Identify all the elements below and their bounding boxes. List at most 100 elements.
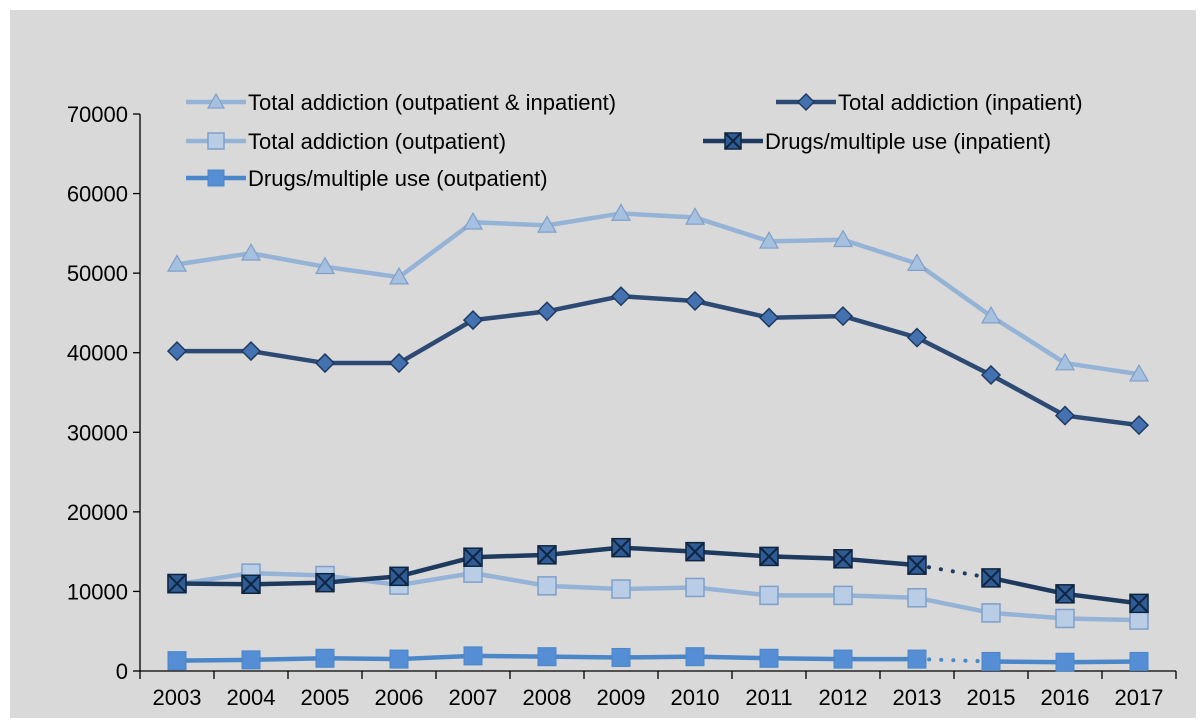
series-line-segment (915, 563, 993, 580)
data-point (907, 588, 927, 608)
series-line-segment (250, 251, 326, 269)
data-point (462, 310, 484, 331)
legend-item: Drugs/multiple use (outpatient) (186, 166, 548, 191)
data-point (832, 306, 854, 327)
data-point (685, 577, 705, 598)
x-tick-label: 2017 (1115, 685, 1164, 710)
data-point (684, 207, 706, 225)
data-point (980, 364, 1002, 386)
data-point (314, 352, 336, 374)
x-tick-label: 2012 (819, 685, 868, 710)
series-3 (167, 563, 1149, 630)
data-point (1054, 352, 1076, 371)
series-line-segment (546, 294, 622, 314)
series-layer (166, 203, 1150, 672)
series-line-segment (916, 595, 992, 616)
series-line-segment (546, 545, 622, 558)
data-point (167, 573, 187, 594)
data-point (758, 307, 780, 328)
data-point (537, 647, 557, 667)
data-point (1055, 584, 1075, 604)
series-line-segment (397, 220, 475, 279)
series-line-segment (989, 373, 1067, 418)
series-line-segment (842, 556, 918, 568)
data-point (981, 603, 1001, 623)
series-line-segment (989, 314, 1067, 365)
x-tick-label: 2009 (597, 685, 646, 710)
series-line-segment (694, 298, 770, 320)
legend-label: Drugs/multiple use (outpatient) (248, 166, 548, 191)
legend-marker (207, 169, 225, 187)
series-line-segment (398, 555, 474, 579)
axes: 0 10000 20000 30000 40000 50000 60000 70000 2003… (67, 102, 1177, 710)
legend-label: Total addiction (inpatient) (838, 90, 1083, 115)
series-line-segment (324, 656, 400, 662)
data-point (685, 647, 705, 667)
series-line-segment (176, 657, 252, 663)
data-point (611, 647, 631, 667)
data-point (463, 646, 483, 666)
chart-background (10, 10, 1196, 718)
data-point (537, 545, 557, 565)
x-tick-label: 2007 (449, 685, 498, 710)
data-point (1054, 405, 1076, 426)
series-line-segment (1064, 413, 1140, 428)
series-line-segment (472, 570, 548, 589)
series-line-segment (1064, 659, 1140, 665)
data-point (315, 648, 335, 668)
data-point (758, 231, 780, 249)
data-point (389, 649, 409, 669)
series-line-segment (324, 574, 400, 585)
series-5 (167, 646, 1149, 672)
y-tick-label: 70000 (67, 102, 128, 127)
data-point (314, 256, 336, 275)
x-tick-label: 2016 (1041, 685, 1090, 710)
legend: Total addiction (outpatient & inpatient)… (186, 90, 1083, 191)
data-point (759, 648, 779, 668)
series-line-segment (176, 251, 252, 267)
data-point (906, 253, 928, 271)
series-line-segment (915, 335, 993, 378)
series-line-segment (250, 348, 326, 366)
data-point (907, 555, 927, 575)
data-point (1128, 363, 1150, 382)
series-line-segment (398, 570, 474, 588)
series-line-segment (768, 554, 844, 562)
data-point (611, 537, 631, 558)
series-line-segment (842, 237, 918, 266)
x-tick-label: 2005 (301, 685, 350, 710)
data-point (241, 650, 261, 670)
series-line-segment (694, 215, 770, 244)
data-point (759, 585, 779, 606)
legend-marker (207, 132, 225, 150)
data-point (833, 549, 853, 569)
y-tick-label: 60000 (67, 182, 128, 207)
data-point (463, 547, 483, 567)
x-tick-label: 2003 (153, 685, 202, 710)
series-line-segment (1064, 591, 1140, 606)
legend-item: Total addiction (inpatient) (776, 90, 1083, 115)
series-line-segment (990, 659, 1066, 665)
data-point (833, 649, 853, 669)
data-point (980, 305, 1002, 324)
x-tick-label: 2008 (523, 685, 572, 710)
data-point (1129, 593, 1149, 614)
data-point (166, 254, 188, 272)
data-point (1129, 651, 1149, 671)
series-4 (167, 537, 1149, 614)
series-line-segment (250, 570, 326, 578)
series-line-segment (620, 585, 696, 592)
series-line-segment (842, 593, 918, 601)
data-point (462, 212, 484, 230)
series-line-segment (1064, 616, 1140, 623)
data-point (906, 327, 928, 348)
data-point (981, 651, 1001, 671)
y-tick-label: 20000 (67, 500, 128, 525)
series-2 (166, 286, 1150, 436)
series-line-segment (546, 654, 622, 660)
data-point (388, 266, 410, 285)
x-tick-label: 2006 (375, 685, 424, 710)
data-point (1129, 610, 1149, 630)
data-point (1055, 608, 1075, 629)
